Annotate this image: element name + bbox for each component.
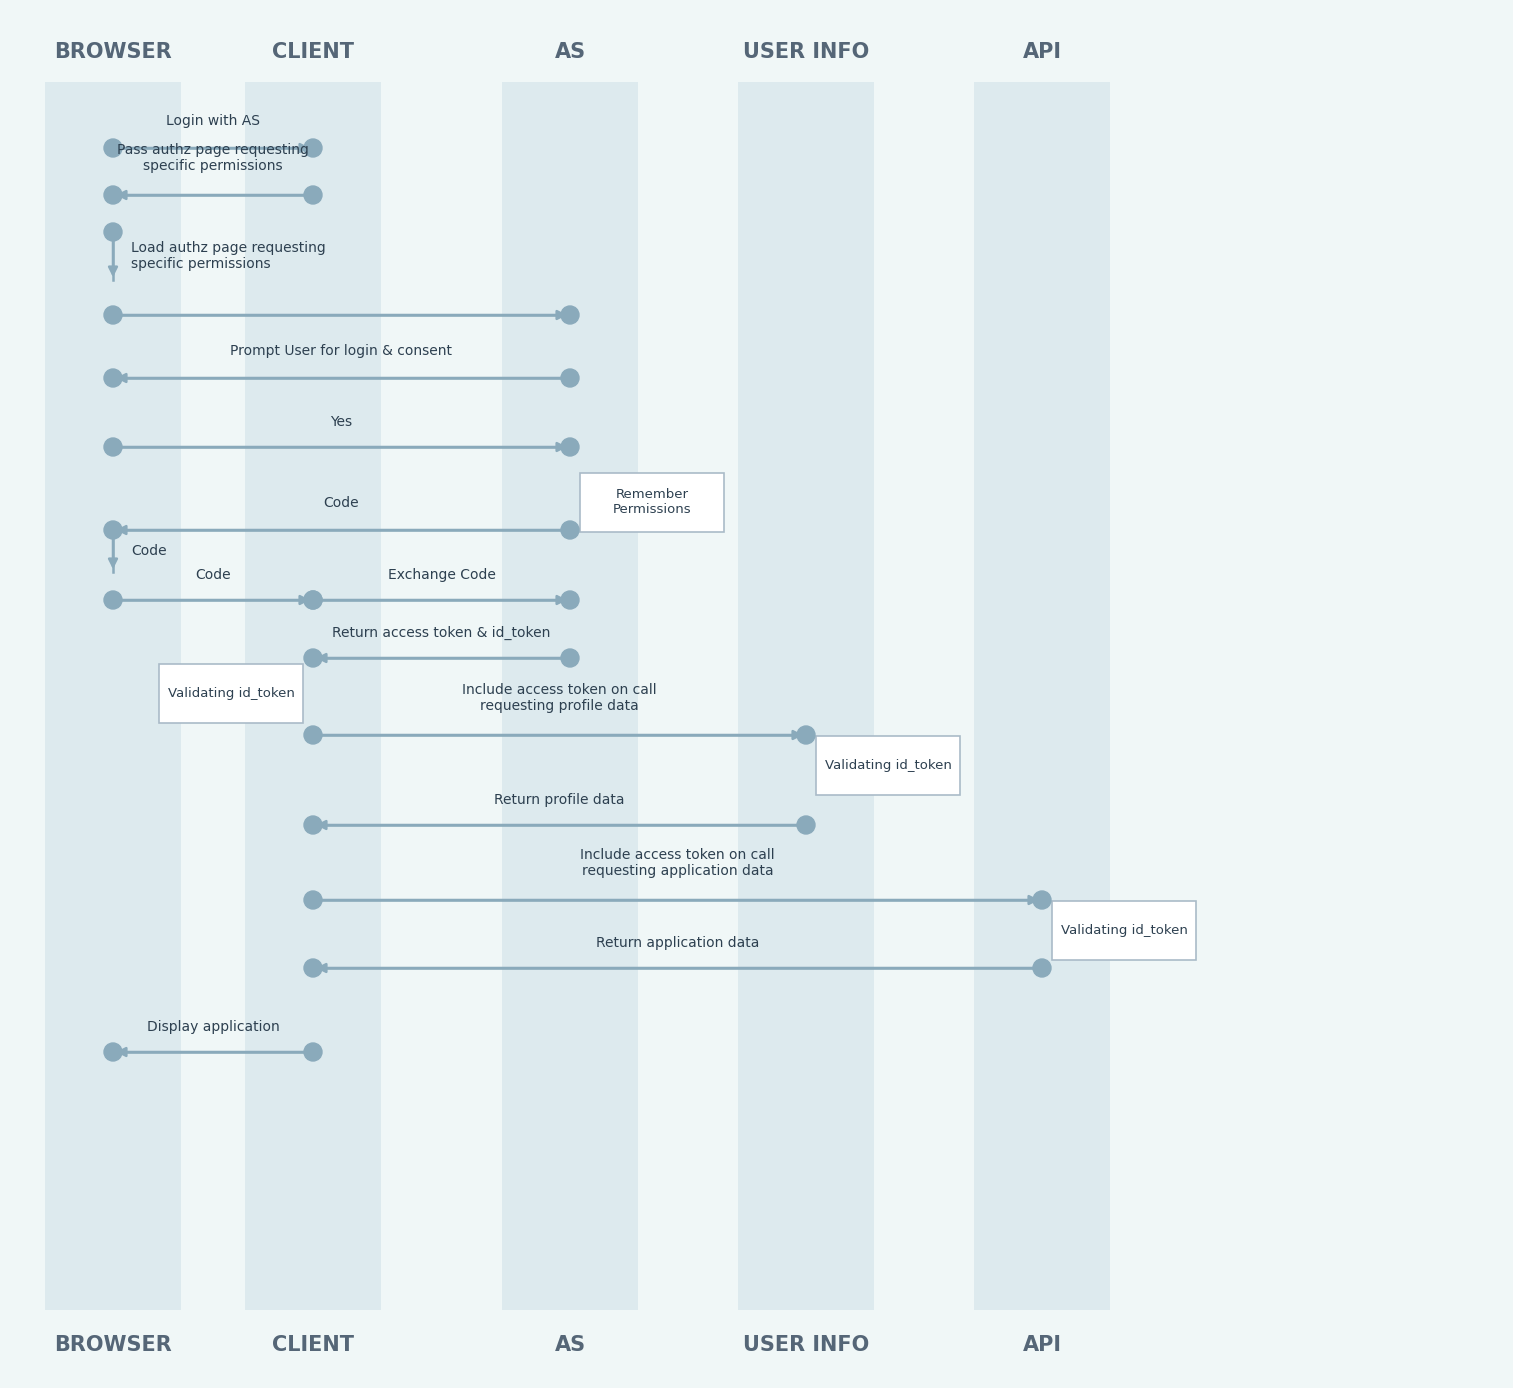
Circle shape bbox=[1033, 959, 1052, 977]
Circle shape bbox=[104, 520, 123, 539]
Text: Pass authz page requesting
specific permissions: Pass authz page requesting specific perm… bbox=[117, 143, 309, 174]
Text: Remember
Permissions: Remember Permissions bbox=[613, 489, 691, 516]
Text: Validating id_token: Validating id_token bbox=[825, 758, 952, 772]
Text: Code: Code bbox=[324, 496, 359, 509]
Circle shape bbox=[304, 891, 322, 909]
Text: Code: Code bbox=[132, 544, 166, 558]
Circle shape bbox=[104, 369, 123, 387]
Text: USER INFO: USER INFO bbox=[743, 1335, 868, 1355]
Circle shape bbox=[797, 726, 816, 744]
Text: AS: AS bbox=[554, 1335, 586, 1355]
Circle shape bbox=[304, 139, 322, 157]
Circle shape bbox=[561, 650, 579, 668]
Bar bbox=[974, 82, 1111, 1310]
Circle shape bbox=[104, 139, 123, 157]
Circle shape bbox=[304, 816, 322, 834]
Text: Validating id_token: Validating id_token bbox=[168, 687, 295, 700]
Text: Exchange Code: Exchange Code bbox=[387, 568, 495, 582]
Circle shape bbox=[304, 186, 322, 204]
Circle shape bbox=[561, 439, 579, 457]
Text: Prompt User for login & consent: Prompt User for login & consent bbox=[230, 344, 452, 358]
Bar bbox=[502, 82, 638, 1310]
Text: Return application data: Return application data bbox=[596, 936, 760, 949]
Circle shape bbox=[797, 816, 816, 834]
Text: Display application: Display application bbox=[147, 1020, 280, 1034]
Text: Include access token on call
requesting profile data: Include access token on call requesting … bbox=[461, 683, 657, 713]
Text: CLIENT: CLIENT bbox=[272, 42, 354, 62]
Circle shape bbox=[561, 369, 579, 387]
Bar bbox=[245, 82, 381, 1310]
Text: Include access token on call
requesting application data: Include access token on call requesting … bbox=[579, 848, 775, 879]
Circle shape bbox=[304, 591, 322, 609]
Text: BROWSER: BROWSER bbox=[54, 1335, 172, 1355]
Text: API: API bbox=[1023, 1335, 1062, 1355]
Circle shape bbox=[104, 223, 123, 242]
Circle shape bbox=[561, 591, 579, 609]
Text: Validating id_token: Validating id_token bbox=[1061, 923, 1188, 937]
Text: API: API bbox=[1023, 42, 1062, 62]
Circle shape bbox=[561, 305, 579, 323]
Text: Return access token & id_token: Return access token & id_token bbox=[333, 626, 551, 640]
Circle shape bbox=[304, 591, 322, 609]
Bar bbox=[45, 82, 182, 1310]
Circle shape bbox=[304, 959, 322, 977]
Text: Load authz page requesting
specific permissions: Load authz page requesting specific perm… bbox=[132, 242, 325, 271]
Text: Code: Code bbox=[195, 568, 231, 582]
Text: USER INFO: USER INFO bbox=[743, 42, 868, 62]
Text: CLIENT: CLIENT bbox=[272, 1335, 354, 1355]
Text: Return profile data: Return profile data bbox=[495, 793, 625, 806]
Text: Yes: Yes bbox=[330, 415, 353, 429]
Text: AS: AS bbox=[554, 42, 586, 62]
Circle shape bbox=[104, 591, 123, 609]
Bar bbox=[738, 82, 875, 1310]
Circle shape bbox=[104, 305, 123, 323]
Circle shape bbox=[104, 1042, 123, 1060]
FancyBboxPatch shape bbox=[816, 736, 961, 794]
Circle shape bbox=[104, 186, 123, 204]
FancyBboxPatch shape bbox=[579, 472, 725, 532]
Text: Login with AS: Login with AS bbox=[166, 114, 260, 128]
Circle shape bbox=[104, 439, 123, 457]
Text: BROWSER: BROWSER bbox=[54, 42, 172, 62]
Circle shape bbox=[1033, 891, 1052, 909]
Circle shape bbox=[304, 1042, 322, 1060]
Circle shape bbox=[561, 520, 579, 539]
FancyBboxPatch shape bbox=[1052, 901, 1195, 959]
FancyBboxPatch shape bbox=[159, 663, 303, 723]
Circle shape bbox=[304, 726, 322, 744]
Circle shape bbox=[304, 650, 322, 668]
